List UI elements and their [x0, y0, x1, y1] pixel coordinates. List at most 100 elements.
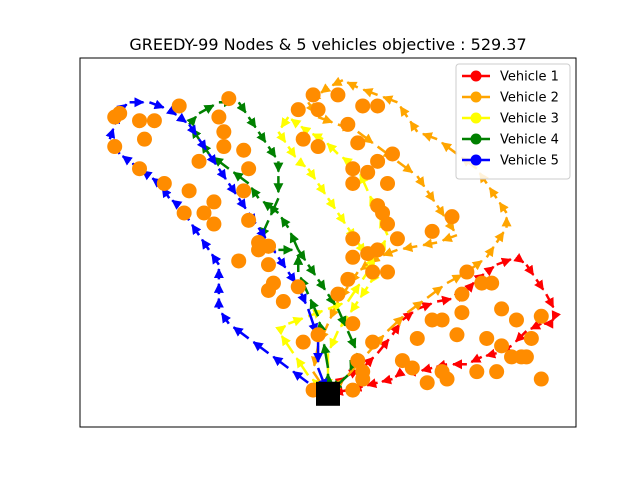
route-segment — [292, 370, 309, 384]
route-segment — [325, 293, 336, 306]
customer-node — [370, 153, 386, 169]
route-segment — [386, 315, 404, 332]
customer-node — [132, 113, 148, 129]
customer-node — [380, 264, 396, 280]
route-vehicle-1 — [325, 253, 561, 397]
route-segment — [294, 157, 306, 168]
route-segment — [232, 171, 250, 185]
customer-node — [350, 135, 366, 151]
depot-layer — [316, 381, 340, 406]
route-segment — [529, 320, 542, 330]
route-segment — [246, 116, 257, 129]
route-segment — [359, 173, 369, 192]
route-segment — [276, 131, 287, 143]
legend-marker — [470, 70, 482, 82]
legend-marker — [470, 112, 482, 124]
route-segment — [236, 101, 247, 114]
legend-box — [455, 63, 571, 180]
customer-node — [459, 264, 475, 280]
customer-node — [508, 312, 524, 328]
customer-node — [236, 183, 252, 199]
route-segment — [266, 145, 277, 158]
customer-node — [389, 231, 405, 247]
route-segment — [296, 249, 307, 262]
customer-node — [340, 116, 356, 132]
legend-marker — [470, 91, 482, 103]
customer-node — [449, 327, 465, 343]
route-segment — [483, 265, 495, 277]
route-segment — [206, 153, 217, 166]
route-segment — [349, 300, 360, 313]
route-segment — [422, 238, 438, 249]
customer-node — [221, 91, 237, 107]
route-segment — [494, 231, 505, 244]
route-segment — [488, 187, 499, 199]
route-segment — [470, 353, 483, 364]
route-segment — [382, 247, 398, 257]
route-segment — [346, 81, 359, 91]
customer-node — [330, 87, 346, 103]
legend-item-vehicle-4: Vehicle 4 — [462, 133, 559, 148]
customer-node — [156, 175, 172, 191]
route-segment — [496, 257, 512, 268]
customer-node — [206, 216, 222, 232]
route-segment — [498, 201, 509, 214]
customer-node — [290, 279, 306, 295]
route-segment — [317, 114, 334, 124]
route-segment — [186, 123, 198, 136]
legend-item-vehicle-5: Vehicle 5 — [462, 154, 559, 169]
customer-node — [355, 98, 371, 114]
customer-node — [444, 209, 460, 225]
route-segment — [399, 105, 410, 118]
customer-node — [196, 205, 212, 221]
legend: Vehicle 1 Vehicle 2 Vehicle 3 Vehicle 4 Vehi… — [455, 63, 571, 180]
route-segment — [331, 76, 344, 87]
customer-node — [241, 212, 257, 228]
customer-node — [384, 146, 400, 162]
route-segment — [309, 298, 320, 317]
route-segment — [327, 302, 344, 312]
route-segment — [269, 197, 280, 216]
route-segment — [424, 190, 436, 203]
route-segment — [166, 105, 178, 116]
route-segment — [236, 197, 247, 210]
customer-node — [434, 364, 450, 380]
legend-item-vehicle-3: Vehicle 3 — [462, 112, 559, 127]
customer-node — [171, 98, 187, 114]
route-segment — [256, 131, 267, 143]
customer-node — [350, 353, 366, 369]
route-segment — [329, 330, 340, 349]
route-segment — [409, 120, 420, 133]
route-segment — [335, 212, 346, 225]
customer-node — [345, 175, 361, 191]
route-segment — [200, 238, 212, 251]
customer-node — [504, 349, 520, 365]
route-segment — [289, 232, 300, 251]
route-segment — [272, 355, 290, 369]
route-segment — [290, 118, 302, 129]
route-segment — [446, 273, 463, 285]
route-segment — [434, 204, 446, 217]
route-segment — [311, 132, 324, 143]
customer-node — [484, 275, 500, 291]
customer-node — [310, 102, 326, 118]
route-segment — [402, 242, 418, 253]
route-segment — [346, 330, 357, 349]
customer-node — [310, 327, 326, 343]
chart-title: GREEDY-99 Nodes & 5 vehicles objective :… — [129, 35, 526, 54]
customer-node — [380, 175, 396, 191]
depot-marker — [316, 381, 340, 406]
customer-node — [132, 161, 148, 177]
customer-node — [295, 131, 311, 147]
route-segment — [186, 115, 197, 127]
legend-item-vehicle-2: Vehicle 2 — [462, 91, 559, 106]
route-segment — [534, 278, 545, 291]
customer-node — [340, 271, 356, 287]
route-segment — [196, 138, 208, 151]
route-segment — [280, 116, 291, 129]
route-segment — [287, 316, 304, 327]
route-segment — [280, 335, 295, 354]
route-segment — [421, 132, 438, 142]
